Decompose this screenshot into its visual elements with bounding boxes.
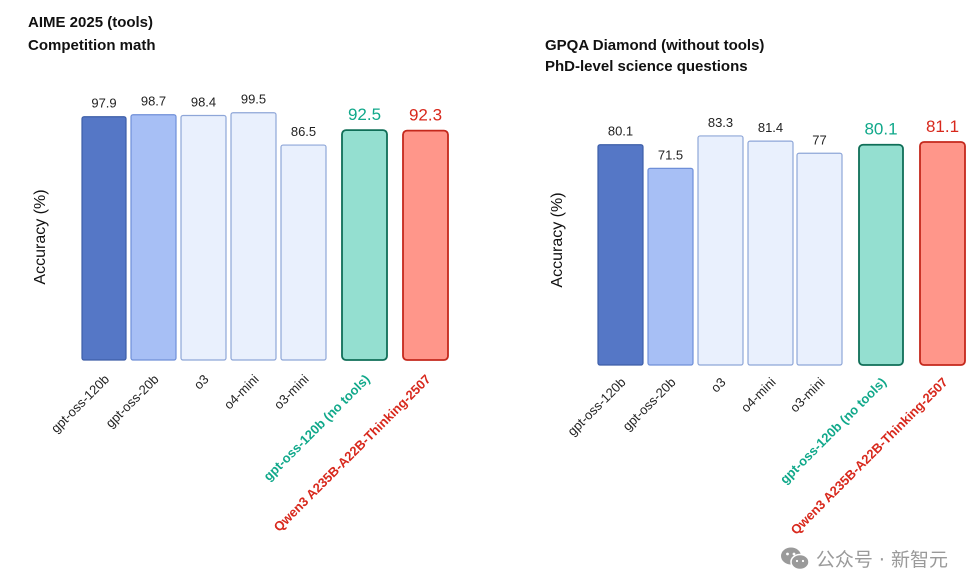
tick-label: o3-mini	[787, 374, 828, 415]
bars-group: 97.9 gpt-oss-120b 98.7 gpt-oss-20b 98.4 o3 99.…	[48, 92, 449, 535]
data-label: 83.3	[708, 115, 733, 130]
tick-label: gpt-oss-20b	[619, 375, 678, 434]
data-label: 81.1	[926, 117, 959, 136]
tick-label: gpt-oss-120b	[48, 372, 112, 436]
tick-label: gpt-oss-120b (no tools)	[260, 372, 372, 484]
tick-label: gpt-oss-120b	[564, 375, 628, 439]
bar	[180, 114, 227, 361]
data-label: 77	[812, 132, 826, 147]
chart-subtitle: PhD-level science questions	[545, 58, 748, 75]
bar	[919, 141, 966, 366]
data-label: 80.1	[608, 124, 633, 139]
bar	[858, 143, 904, 366]
tick-label: o4-mini	[738, 374, 779, 415]
chart-title: GPQA Diamond (without tools)	[545, 37, 764, 54]
data-label: 86.5	[291, 124, 316, 139]
data-label: 98.7	[141, 94, 166, 109]
tick-label: gpt-oss-120b (no tools)	[777, 375, 889, 487]
bar	[796, 152, 843, 366]
tick-label: o3	[191, 372, 212, 393]
chart-title: AIME 2025 (tools)	[28, 14, 153, 31]
bar	[341, 129, 388, 361]
watermark: 公众号 · 新智元	[780, 545, 948, 572]
data-label: 81.4	[758, 120, 783, 135]
bar	[402, 129, 449, 361]
bar	[697, 135, 744, 366]
data-label: 99.5	[241, 92, 266, 107]
data-label: 97.9	[91, 96, 116, 111]
bar	[747, 140, 794, 366]
bar	[597, 144, 644, 366]
bar	[81, 116, 127, 361]
tick-label: o3	[708, 375, 729, 396]
data-label: 92.5	[348, 105, 381, 124]
tick-label: o4-mini	[221, 371, 262, 412]
chart-subtitle: Competition math	[28, 37, 156, 54]
data-label: 98.4	[191, 94, 216, 109]
tick-label: gpt-oss-20b	[102, 372, 161, 431]
bar	[647, 167, 694, 366]
bar	[230, 112, 277, 361]
data-label: 92.3	[409, 106, 442, 125]
tick-label: o3-mini	[271, 371, 312, 412]
data-label: 80.1	[864, 120, 897, 139]
y-axis-label: Accuracy (%)	[549, 192, 566, 287]
y-axis-label: Accuracy (%)	[32, 189, 49, 284]
data-label: 71.5	[658, 147, 683, 162]
bar	[130, 114, 177, 361]
bars-group: 80.1 gpt-oss-120b 71.5 gpt-oss-20b 83.3 o3 81.…	[564, 115, 966, 538]
wechat-icon	[780, 547, 810, 570]
bar	[280, 144, 327, 361]
watermark-text: 公众号 · 新智元	[815, 549, 948, 571]
chart-aime: AIME 2025 (tools) Competition math Accur…	[28, 14, 449, 535]
chart-gpqa: GPQA Diamond (without tools) PhD-level s…	[545, 37, 966, 538]
